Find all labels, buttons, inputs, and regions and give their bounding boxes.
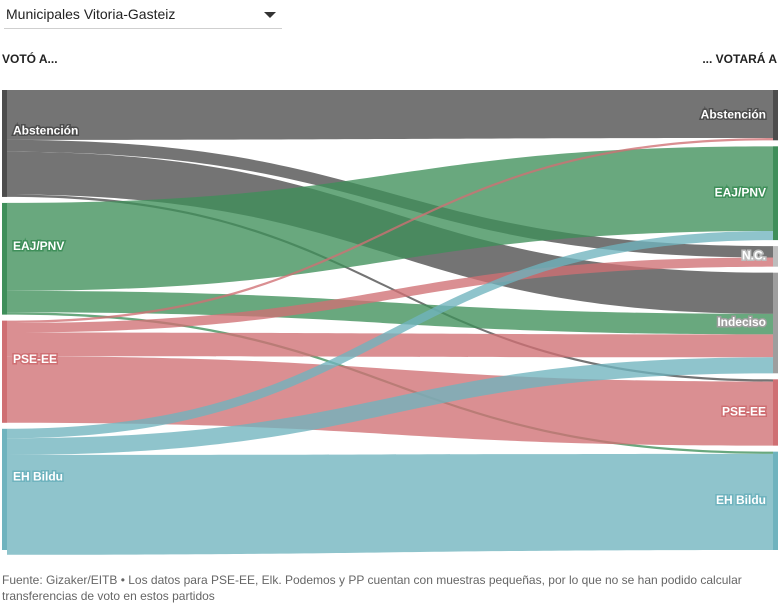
- link-pse-ee-to-abstencion: [7, 138, 773, 323]
- right-label-pse-ee: PSE-EE: [722, 405, 766, 419]
- right-label-abstencion: Abstención: [701, 107, 766, 121]
- link-abstencion-to-pse-ee: [7, 194, 773, 382]
- right-node-abstencion: [773, 90, 778, 141]
- right-node-n-c: [773, 246, 778, 267]
- link-eh-bildu-to-indeciso: [7, 357, 773, 455]
- left-label-eh-bildu: EH Bildu: [13, 470, 63, 484]
- left-node-eaj-pnv: [2, 202, 7, 315]
- right-label-n-c: N.C.: [742, 249, 766, 263]
- left-label-eaj-pnv: EAJ/PNV: [13, 239, 64, 253]
- sankey-chart: Abstención EAJ/PNV PSE-EE EH Bildu Abstenció…: [2, 90, 778, 555]
- right-label-eaj-pnv: EAJ/PNV: [715, 185, 766, 199]
- election-selector-label: Municipales Vitoria-Gasteiz: [6, 6, 176, 22]
- left-label-abstencion: Abstención: [13, 124, 78, 138]
- right-node-eaj-pnv: [773, 146, 778, 241]
- election-selector[interactable]: Municipales Vitoria-Gasteiz: [4, 0, 282, 29]
- right-label-indeciso: Indeciso: [717, 315, 766, 329]
- left-label-pse-ee: PSE-EE: [13, 352, 57, 366]
- right-column-header: ... VOTARÁ A: [702, 52, 777, 66]
- right-node-pse-ee: [773, 379, 778, 446]
- left-node-eh-bildu: [2, 428, 7, 550]
- left-node-pse-ee: [2, 320, 7, 423]
- right-node-eh-bildu: [773, 451, 778, 550]
- link-eh-bildu-to-eh-bildu: [7, 453, 773, 555]
- right-label-eh-bildu: EH Bildu: [716, 493, 766, 507]
- left-node-abstencion: [2, 90, 7, 197]
- link-eaj-pnv-to-eaj-pnv: [7, 146, 773, 291]
- chevron-down-icon[interactable]: [264, 12, 276, 18]
- link-abstencion-to-abstencion: [7, 90, 773, 140]
- source-note: Fuente: Gizaker/EITB • Los datos para PS…: [2, 573, 742, 603]
- link-eh-bildu-to-eaj-pnv: [7, 230, 773, 439]
- right-node-indeciso: [773, 272, 778, 374]
- left-column-header: VOTÓ A...: [2, 52, 58, 66]
- link-pse-ee-to-indeciso: [7, 332, 773, 358]
- link-pse-ee-to-n-c: [7, 257, 773, 333]
- links: [7, 90, 773, 555]
